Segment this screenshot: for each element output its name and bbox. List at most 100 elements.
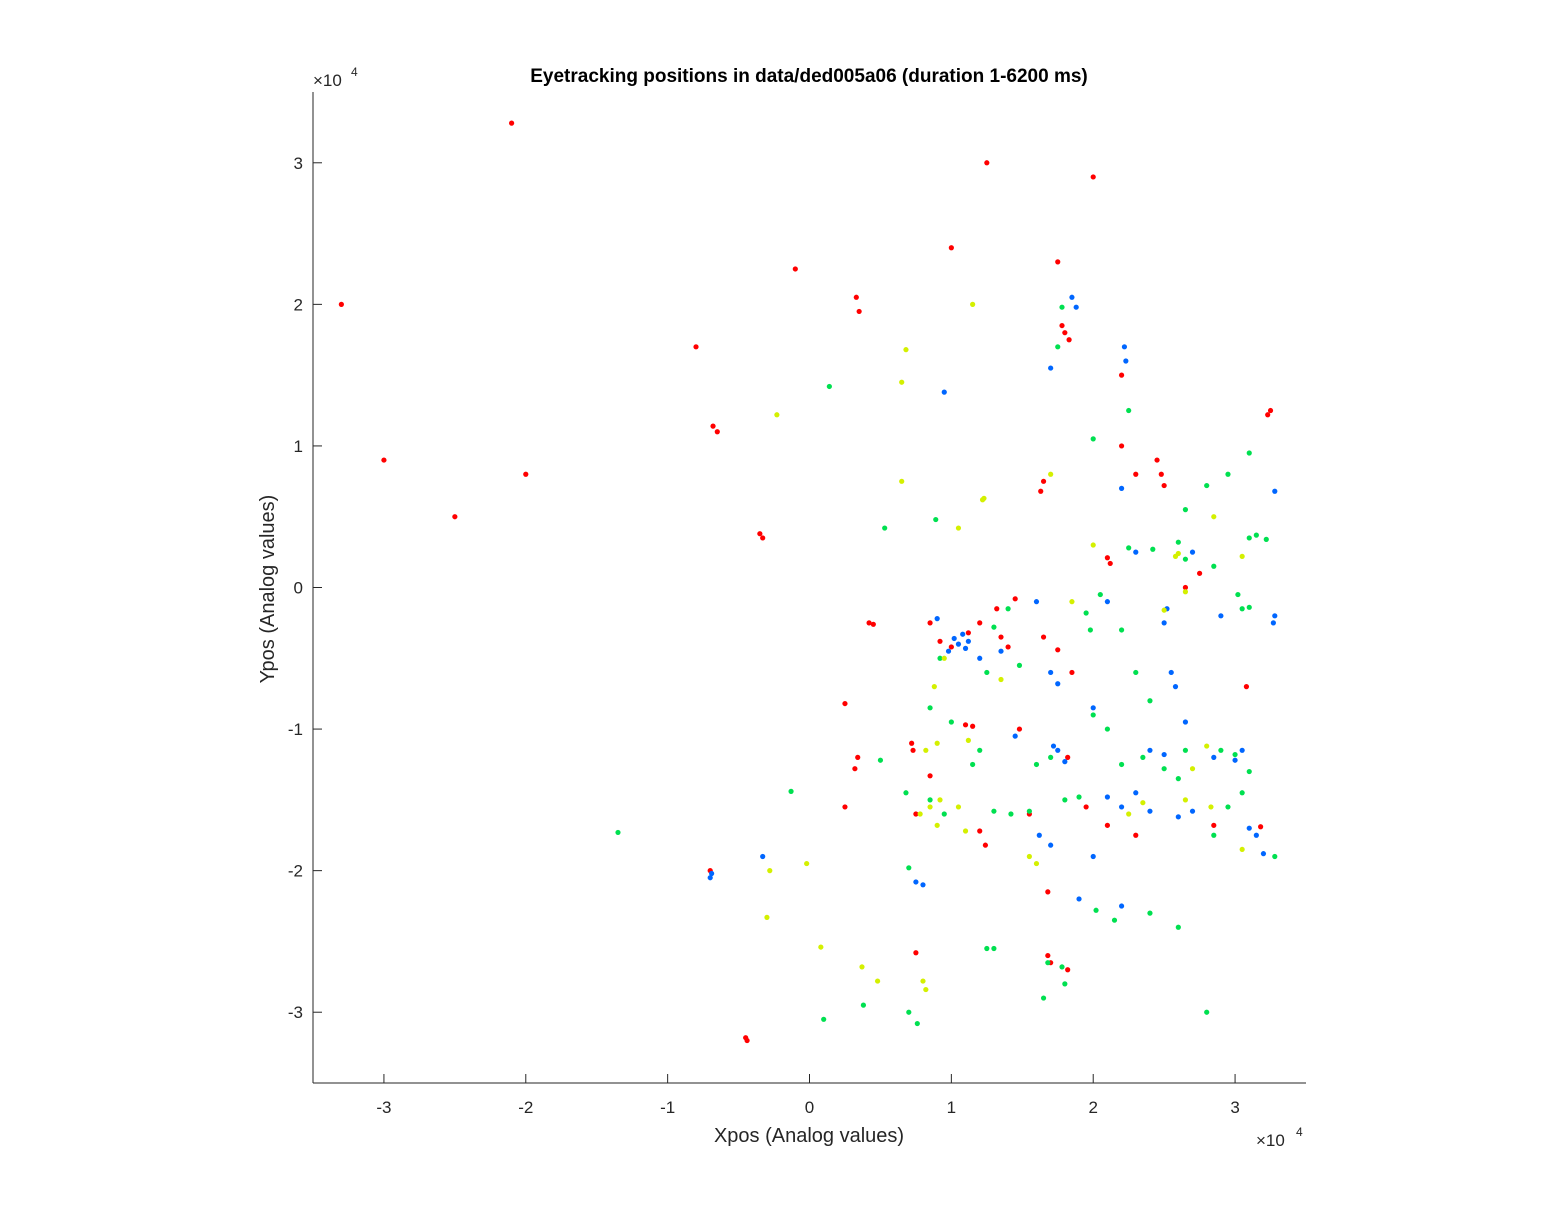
scatter-point xyxy=(1211,563,1217,569)
scatter-point xyxy=(923,747,929,753)
scatter-point xyxy=(998,634,1004,640)
scatter-point xyxy=(951,635,957,642)
scatter-point xyxy=(1126,811,1132,817)
scatter-point xyxy=(338,301,344,307)
scatter-point xyxy=(1076,794,1082,800)
scatter-point xyxy=(1182,556,1189,562)
scatter-point xyxy=(1107,560,1113,567)
y-tick-label: 2 xyxy=(294,295,303,314)
scatter-point xyxy=(1090,542,1096,548)
scatter-point xyxy=(1016,726,1023,732)
scatter-point xyxy=(934,616,940,622)
scatter-point xyxy=(1133,790,1139,796)
scatter-point xyxy=(937,797,943,803)
scatter-point xyxy=(948,644,954,650)
scatter-point xyxy=(1045,960,1051,966)
scatter-point xyxy=(1258,824,1264,830)
scatter-point xyxy=(927,797,933,803)
scatter-point xyxy=(914,1020,920,1027)
scatter-point xyxy=(965,630,971,636)
scatter-point xyxy=(1104,726,1110,732)
scatter-point xyxy=(1243,684,1250,690)
scatter-point xyxy=(965,737,971,743)
scatter-point xyxy=(757,531,763,537)
scatter-point xyxy=(1253,832,1259,838)
scatter-point xyxy=(1175,550,1181,557)
scatter-point xyxy=(1161,607,1167,613)
y-tick-label: 1 xyxy=(294,437,303,456)
scatter-point xyxy=(1175,924,1181,930)
scatter-point xyxy=(1033,599,1040,605)
scatter-point xyxy=(962,722,969,728)
scatter-point xyxy=(1118,372,1125,378)
scatter-point xyxy=(955,804,962,810)
scatter-point xyxy=(909,740,915,746)
scatter-point xyxy=(1204,482,1210,489)
scatter-point xyxy=(941,655,947,661)
scatter-point xyxy=(1175,539,1181,545)
scatter-point xyxy=(923,986,929,993)
x-axis-label: Xpos (Analog values) xyxy=(714,1125,904,1147)
scatter-point xyxy=(826,383,832,390)
scatter-point xyxy=(1272,613,1278,619)
scatter-point xyxy=(994,606,1000,612)
scatter-point xyxy=(1065,754,1071,760)
scatter-point xyxy=(1055,259,1061,265)
scatter-point xyxy=(1272,488,1278,494)
scatter-point xyxy=(1090,436,1096,442)
scatter-point xyxy=(882,525,888,531)
x-tick-label: 3 xyxy=(1230,1098,1239,1117)
scatter-point xyxy=(977,620,983,626)
scatter-point xyxy=(913,879,919,885)
scatter-point xyxy=(1204,1009,1210,1015)
scatter-point xyxy=(1118,804,1125,810)
scatter-point xyxy=(1182,589,1189,595)
scatter-point xyxy=(1168,669,1174,676)
scatter-point xyxy=(931,684,937,690)
scatter-point xyxy=(1038,488,1044,494)
scatter-point xyxy=(955,525,962,531)
x-tick-label: 1 xyxy=(947,1098,956,1117)
scatter-point xyxy=(1048,365,1054,371)
scatter-point xyxy=(970,761,976,768)
scatter-point xyxy=(1175,814,1181,820)
x-axis-exponent: ×10 4 xyxy=(1256,1125,1303,1150)
scatter-point xyxy=(1026,853,1032,860)
scatter-point xyxy=(709,870,715,877)
scatter-point xyxy=(818,944,824,950)
scatter-point xyxy=(615,829,621,836)
scatter-point xyxy=(1083,804,1089,810)
x-tick-label: -2 xyxy=(518,1098,533,1117)
scatter-point xyxy=(774,412,780,418)
scatter-point xyxy=(1008,811,1014,817)
y-tick-label: -2 xyxy=(288,862,303,881)
y-tick-label: 3 xyxy=(294,154,303,173)
scatter-point xyxy=(1147,747,1153,753)
scatter-point xyxy=(1147,808,1153,814)
x-tick-label: -3 xyxy=(376,1098,391,1117)
scatter-point xyxy=(1197,570,1203,576)
scatter-point xyxy=(1211,754,1217,760)
scatter-point xyxy=(1118,443,1125,449)
scatter-point xyxy=(1182,719,1189,725)
scatter-point xyxy=(1050,743,1057,749)
scatter-point xyxy=(821,1016,827,1022)
scatter-point xyxy=(1270,620,1276,626)
scatter-point xyxy=(1040,634,1047,640)
scatter-point xyxy=(948,245,954,251)
scatter-point xyxy=(933,516,939,523)
scatter-point xyxy=(1090,705,1096,711)
scatter-point xyxy=(1211,822,1217,828)
scatter-point xyxy=(970,723,976,729)
scatter-point xyxy=(1033,761,1040,768)
scatter-point xyxy=(1182,747,1189,753)
scatter-point xyxy=(1263,536,1269,542)
scatter-point xyxy=(1087,627,1093,633)
scatter-point xyxy=(1005,606,1011,612)
scatter-point xyxy=(998,676,1004,683)
scatter-point xyxy=(1059,322,1065,329)
scatter-point xyxy=(991,945,997,952)
scatter-point xyxy=(1036,832,1042,838)
scatter-point xyxy=(991,624,997,630)
scatter-point xyxy=(877,757,884,763)
